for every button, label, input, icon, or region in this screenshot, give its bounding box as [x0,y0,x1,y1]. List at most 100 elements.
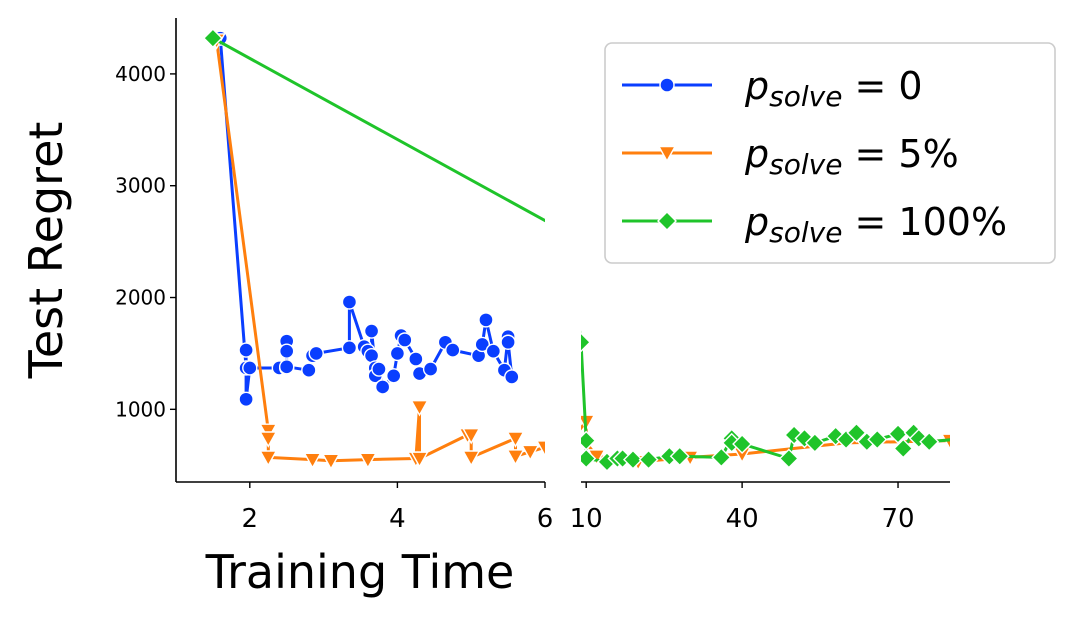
data-point [410,399,429,417]
data-point [341,294,358,310]
data-point [581,332,591,353]
x-tick-label: 4 [389,504,406,534]
axis-ticks: 1000 2000 3000 4000 2 4 6 10 40 70 [115,62,914,534]
data-point [374,379,391,395]
data-point [386,368,402,384]
data-point [303,452,322,470]
y-tick-label: 1000 [115,397,166,421]
data-point [581,448,597,469]
data-point [557,441,573,455]
data-point [301,362,317,378]
data-point [521,444,540,462]
data-point [547,362,561,376]
data-point [537,361,551,375]
data-point [711,447,732,468]
data-point [537,343,551,357]
data-point [549,352,563,366]
data-point [552,429,568,443]
data-point [554,337,568,351]
data-point [238,391,254,407]
data-point [542,346,556,360]
data-point [279,359,295,375]
data-point [638,449,659,470]
data-point [321,453,341,471]
data-point [408,351,424,367]
data-point [552,343,566,357]
data-point [549,452,565,466]
data-point [538,361,552,375]
data-point [410,451,429,468]
legend-entry: psolve = 100% [744,200,1007,249]
data-point [371,361,387,377]
data-point [534,34,550,48]
data-point [540,344,554,358]
data-point [555,450,571,464]
data-point [540,334,554,348]
legend-entry: psolve = 0 [744,64,923,113]
data-point [1045,428,1063,446]
data-point [581,430,597,451]
data-point [485,343,502,359]
data-point [622,449,643,470]
data-point [556,445,572,459]
data-point [545,453,561,467]
data-point [238,342,254,358]
legend-marker [659,77,675,93]
data-point [548,346,562,360]
data-point [556,370,570,384]
data-point [500,334,516,350]
data-point [556,335,570,349]
data-point [542,349,556,363]
data-point [506,431,525,448]
data-point [547,380,561,394]
x-tick-label: 2 [242,504,259,534]
data-point [1024,434,1042,452]
legend-marker [657,145,677,163]
data-point [341,340,358,356]
data-point [980,450,996,464]
data-point [669,446,690,467]
data-point [537,392,551,406]
data-point [242,360,258,376]
data-point [556,363,570,377]
x-tick-label: 6 [537,504,554,534]
data-point [540,361,554,375]
data-point [548,329,562,343]
data-point [538,451,554,465]
data-point [551,335,565,349]
data-point [259,450,278,467]
x-tick-label: 70 [881,504,914,534]
data-point [893,438,914,459]
data-point [397,332,413,348]
data-point [983,433,1001,451]
legend-frame [604,42,1056,264]
data-point [462,450,481,467]
data-point [363,323,380,339]
data-point [554,313,568,327]
data-point [555,344,569,358]
data-point [422,361,439,377]
y-axis-label: Test Regret [19,122,73,380]
data-point [542,363,556,377]
data-point [1003,436,1021,454]
legend-marker [657,211,677,231]
data-point [552,451,568,465]
data-point [202,28,223,49]
data-point [548,369,562,383]
data-point [474,336,490,353]
data-point [548,452,564,466]
data-point [536,31,550,45]
data-point [804,432,825,453]
data-point [540,360,554,374]
data-point [504,369,520,385]
right-panel-plot [534,31,1063,472]
data-point [888,423,909,444]
data-point [506,449,525,466]
data-point [549,401,565,415]
legend-entry: psolve = 5% [744,132,959,181]
data-point [308,345,324,362]
data-point [555,432,571,446]
data-point [549,333,563,347]
y-tick-label: 4000 [115,62,166,86]
